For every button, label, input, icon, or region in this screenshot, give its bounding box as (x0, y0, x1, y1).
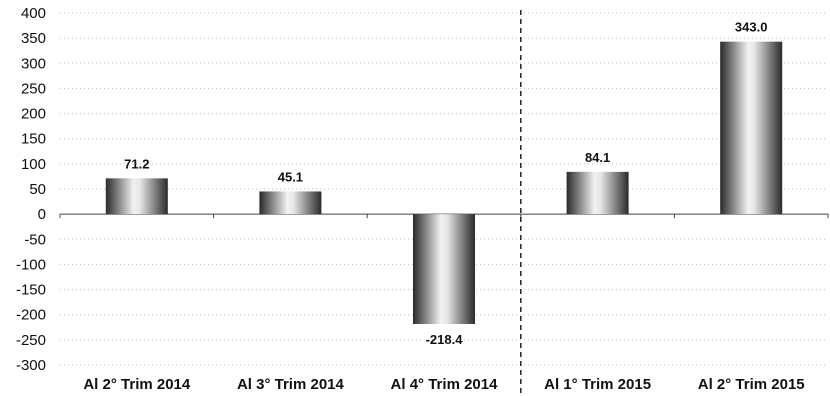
y-tick-label: 350 (21, 30, 46, 47)
y-tick-label: -250 (16, 332, 46, 349)
y-tick-label: -100 (16, 256, 46, 273)
x-axis: Al 2° Trim 2014 Al 3° Trim 2014 Al 4° Trim… (83, 376, 804, 393)
bar (720, 41, 783, 215)
y-tick-label: 200 (21, 106, 46, 123)
gridlines (60, 12, 828, 366)
y-tick-label: 0 (38, 206, 46, 223)
bar (413, 214, 475, 324)
y-tick-label: 250 (21, 80, 46, 97)
x-tick-label: Al 1° Trim 2015 (544, 376, 651, 393)
y-tick-label: -300 (16, 357, 46, 374)
y-tick-label: -150 (16, 282, 46, 299)
y-tick-label: 400 (21, 5, 46, 22)
data-label: 84.1 (585, 150, 610, 165)
x-tick-label: Al 3° Trim 2014 (237, 376, 345, 393)
y-axis: 400 350 300 250 200 150 100 50 0 -50 -100 -150 -200 -… (16, 5, 829, 396)
x-tick-label: Al 4° Trim 2014 (391, 376, 499, 393)
x-tick-label: Al 2° Trim 2014 (83, 376, 191, 393)
y-tick-label: 50 (29, 181, 46, 198)
bar (566, 171, 629, 215)
bars (105, 41, 783, 324)
data-label: 45.1 (278, 169, 303, 184)
bar (105, 178, 168, 215)
data-label: 343.0 (735, 20, 768, 35)
y-tick-label: 100 (21, 156, 46, 173)
y-tick-label: -200 (16, 307, 46, 324)
y-tick-label: 150 (21, 131, 46, 148)
x-tick-label: Al 2° Trim 2015 (698, 376, 805, 393)
data-labels: 71.2 45.1 -218.4 84.1 343.0 (124, 20, 767, 347)
data-label: -218.4 (426, 332, 464, 347)
data-label: 71.2 (124, 156, 149, 171)
y-tick-label: -50 (24, 231, 46, 248)
bar (259, 191, 322, 215)
y-tick-label: 300 (21, 55, 46, 72)
